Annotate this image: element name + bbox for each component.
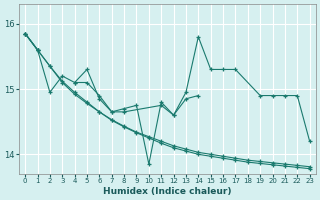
X-axis label: Humidex (Indice chaleur): Humidex (Indice chaleur): [103, 187, 232, 196]
